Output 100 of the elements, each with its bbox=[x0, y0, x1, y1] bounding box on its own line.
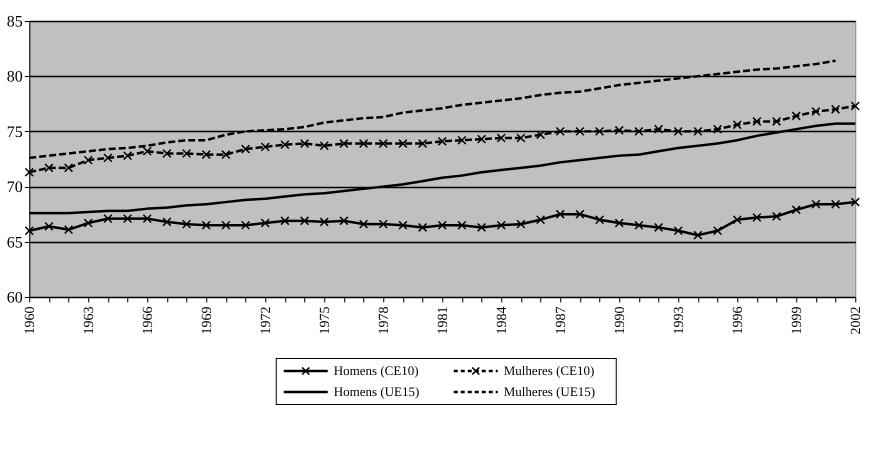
point bbox=[358, 220, 368, 229]
point bbox=[712, 124, 722, 134]
point bbox=[398, 138, 408, 148]
point bbox=[84, 218, 93, 228]
point bbox=[162, 148, 172, 158]
x-tick-label: 1984 bbox=[494, 306, 510, 334]
x-tick-label: 1987 bbox=[554, 306, 569, 334]
x-tick-label: 1972 bbox=[258, 306, 274, 334]
point bbox=[752, 212, 762, 222]
point bbox=[142, 214, 152, 224]
point bbox=[24, 226, 34, 236]
legend-label: Homens (UE15) bbox=[334, 384, 420, 399]
x-tick-label: 1978 bbox=[376, 306, 392, 334]
y-tick-label: 75 bbox=[6, 124, 23, 141]
point bbox=[732, 215, 742, 224]
point bbox=[103, 153, 113, 163]
point bbox=[64, 163, 74, 172]
point bbox=[674, 126, 683, 136]
point bbox=[221, 220, 231, 230]
point bbox=[693, 230, 703, 240]
point bbox=[378, 220, 388, 229]
legend-label: Mulheres (CE10) bbox=[504, 363, 594, 378]
y-tick-label: 80 bbox=[6, 68, 23, 86]
point bbox=[516, 133, 526, 143]
x-tick-label: 1975 bbox=[318, 306, 333, 334]
point bbox=[339, 216, 349, 226]
point bbox=[320, 141, 329, 150]
point bbox=[792, 205, 801, 214]
point bbox=[772, 116, 782, 126]
point bbox=[693, 126, 703, 136]
point bbox=[830, 104, 840, 114]
point bbox=[358, 138, 368, 148]
point bbox=[438, 220, 447, 230]
point bbox=[64, 225, 74, 234]
point bbox=[457, 136, 467, 145]
point bbox=[752, 116, 762, 126]
x-tick-label: 1990 bbox=[612, 306, 628, 334]
point bbox=[476, 222, 486, 232]
point bbox=[240, 220, 250, 230]
point bbox=[280, 216, 290, 226]
point bbox=[614, 218, 624, 228]
point bbox=[654, 222, 664, 232]
x-tick-label: 1999 bbox=[790, 306, 805, 334]
x-tick-label: 1969 bbox=[200, 306, 215, 334]
x-tick-label: 1963 bbox=[82, 306, 97, 334]
y-tick-label: 65 bbox=[6, 234, 23, 252]
point bbox=[575, 210, 585, 219]
point bbox=[850, 101, 860, 111]
point bbox=[654, 124, 664, 134]
point bbox=[556, 126, 565, 136]
x-tick-label: 1981 bbox=[436, 306, 451, 334]
point bbox=[260, 218, 270, 228]
point bbox=[339, 138, 349, 148]
point bbox=[398, 220, 408, 230]
point bbox=[260, 142, 270, 152]
point bbox=[202, 220, 211, 230]
y-tick-label: 60 bbox=[6, 290, 23, 306]
point bbox=[556, 210, 565, 219]
point bbox=[103, 214, 113, 224]
point bbox=[280, 140, 290, 150]
point bbox=[378, 138, 388, 148]
point bbox=[712, 226, 722, 236]
point bbox=[44, 163, 54, 172]
y-tick-label: 70 bbox=[6, 179, 23, 196]
point bbox=[594, 126, 604, 136]
x-tick-label: 1996 bbox=[730, 306, 746, 334]
point bbox=[496, 133, 506, 143]
x-tick-label: 2002 bbox=[848, 306, 864, 334]
point bbox=[811, 106, 821, 116]
x-tick-label: 1966 bbox=[140, 306, 156, 334]
point bbox=[575, 126, 585, 136]
point bbox=[850, 197, 860, 207]
point bbox=[24, 168, 34, 177]
point bbox=[594, 215, 604, 224]
point bbox=[634, 220, 644, 230]
point bbox=[162, 217, 172, 227]
point bbox=[516, 220, 526, 229]
point bbox=[418, 138, 428, 148]
point bbox=[732, 120, 742, 130]
point bbox=[300, 216, 310, 226]
point bbox=[84, 155, 93, 165]
point bbox=[182, 148, 192, 158]
point bbox=[536, 215, 546, 224]
point bbox=[300, 138, 310, 148]
point bbox=[44, 222, 54, 231]
point bbox=[792, 111, 801, 121]
y-tick-label: 85 bbox=[6, 14, 23, 30]
point bbox=[122, 214, 132, 224]
point bbox=[320, 217, 329, 227]
point bbox=[811, 200, 821, 209]
point bbox=[674, 226, 683, 236]
point bbox=[202, 150, 211, 160]
point bbox=[182, 220, 192, 229]
point bbox=[476, 134, 486, 144]
point bbox=[634, 126, 644, 136]
point bbox=[221, 150, 231, 160]
point bbox=[418, 222, 428, 232]
legend-label: Mulheres (UE15) bbox=[504, 384, 596, 399]
point bbox=[772, 212, 782, 222]
point bbox=[614, 126, 624, 135]
